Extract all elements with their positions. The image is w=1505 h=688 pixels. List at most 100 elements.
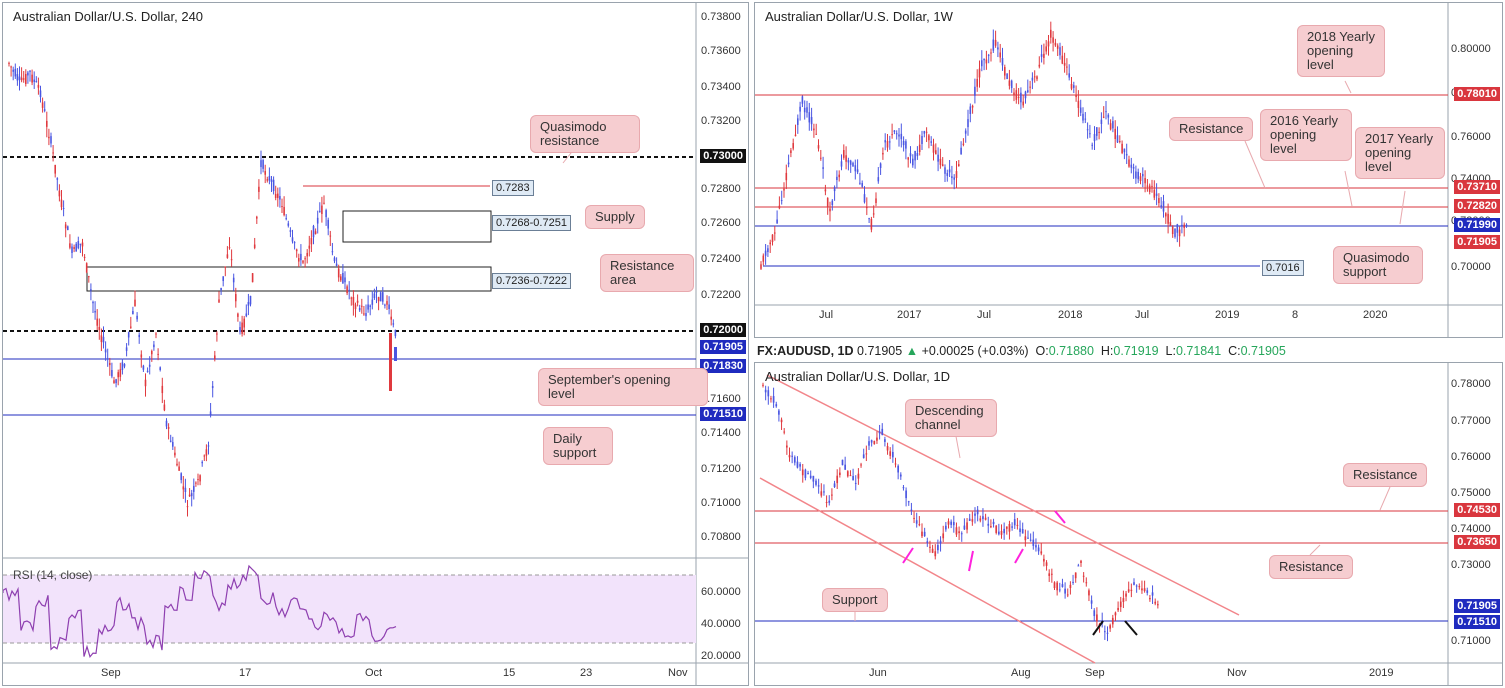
h4-y-tick: 0.72400 xyxy=(701,253,741,265)
h4-candle-body xyxy=(279,196,281,200)
h4-candle-body xyxy=(272,179,275,192)
w1-candle-body xyxy=(1144,178,1146,184)
w1-candle-body xyxy=(852,162,854,167)
d1-candle-body xyxy=(820,491,823,496)
w1-candle-body xyxy=(1001,58,1004,66)
w1-candle-body xyxy=(1171,226,1174,235)
h4-candle-body xyxy=(88,276,90,278)
d1-candle-body xyxy=(966,522,968,530)
w1-candle-body xyxy=(1031,77,1034,81)
d1-candle-body xyxy=(1151,592,1154,596)
h4-candle-body xyxy=(226,254,229,258)
h4-candle-body xyxy=(134,299,136,307)
h4-candle-body xyxy=(285,218,287,220)
h4-candle-body xyxy=(333,257,336,262)
d1-candle-body xyxy=(860,464,862,466)
h4-candle-body xyxy=(329,235,332,237)
d1-candle-body xyxy=(979,518,982,521)
w1-2016-yearly-annotation: 2016 Yearly opening level xyxy=(1260,109,1352,161)
w1-candle-body xyxy=(1089,133,1091,135)
h4-candle-body xyxy=(214,355,216,359)
h4-candle-body xyxy=(41,102,44,108)
d1-candle-body xyxy=(783,431,786,433)
d1-candle-body xyxy=(778,410,780,415)
h4-candle-body xyxy=(377,297,380,302)
w1-candle-body xyxy=(776,219,778,224)
w1-candle-body xyxy=(891,134,893,136)
h4-candle-body xyxy=(392,323,395,325)
h4-candle-body xyxy=(90,289,92,291)
d1-candle-body xyxy=(987,523,990,526)
w1-candle-body xyxy=(905,141,907,149)
w1-candle-body xyxy=(955,171,958,178)
w1-candle-body xyxy=(946,172,949,176)
d1-candle-body xyxy=(1109,625,1111,629)
h4-candle-body xyxy=(178,466,180,471)
d1-candle-body xyxy=(807,472,809,474)
h4-candle-body xyxy=(350,297,353,299)
w1-y-tick: 0.80000 xyxy=(1451,43,1491,55)
d1-candle-body xyxy=(849,475,852,477)
d1-candle-body xyxy=(876,437,878,441)
h4-y-tick: 0.71400 xyxy=(701,427,741,439)
h4-candle-body xyxy=(69,243,71,248)
w1-candle-body xyxy=(1107,114,1110,118)
w1-title: Australian Dollar/U.S. Dollar, 1W xyxy=(765,9,953,24)
d1-candle-body xyxy=(1066,594,1069,596)
h4-candle-body xyxy=(342,272,344,284)
h4-candle-body xyxy=(64,224,67,229)
d1-candle-body xyxy=(976,509,979,515)
d1-candle-body xyxy=(793,457,796,463)
d1-candle-body xyxy=(1045,562,1048,566)
h4-candle-body xyxy=(186,506,189,508)
w1-candle-body xyxy=(948,169,951,173)
d1-chart-panel[interactable]: Australian Dollar/U.S. Dollar, 1D 0.7800… xyxy=(754,362,1503,686)
w1-candle-body xyxy=(1114,128,1116,140)
d1-candle-body xyxy=(1157,604,1159,606)
d1-candle-body xyxy=(1133,582,1135,585)
h4-candle-body xyxy=(39,90,42,98)
d1-candle-body xyxy=(801,469,804,476)
h4-candle-body xyxy=(184,487,187,493)
w1-candle-body xyxy=(1086,129,1089,131)
w1-candle-body xyxy=(861,183,863,187)
d1-candle-body xyxy=(1125,593,1127,597)
h4-candle-body xyxy=(117,372,119,378)
h4-candle-body xyxy=(75,243,77,252)
h4-y-tick: 0.73400 xyxy=(701,81,741,93)
d1-channel-annotation: Descending channel xyxy=(905,399,997,437)
d1-y-tick: 0.75000 xyxy=(1451,487,1491,499)
w1-candle-body xyxy=(997,47,999,50)
d1-candle-body xyxy=(823,491,825,493)
d1-candle-body xyxy=(862,454,865,459)
w1-candle-body xyxy=(877,177,880,182)
d1-price-tag: 0.71905 xyxy=(1454,599,1500,613)
w1-candle-body xyxy=(939,158,942,165)
h4-candle-body xyxy=(222,276,224,282)
h4-candle-body xyxy=(115,379,117,384)
d1-open: 0.71880 xyxy=(1048,344,1094,358)
d1-candle-body xyxy=(1037,547,1040,552)
h4-candle-body xyxy=(207,445,210,447)
w1-chart-panel[interactable]: Australian Dollar/U.S. Dollar, 1W 0.8000… xyxy=(754,2,1503,338)
w1-candle-body xyxy=(1098,131,1100,133)
d1-y-tick: 0.78000 xyxy=(1451,378,1491,390)
d1-candle-body xyxy=(894,463,897,465)
h4-candle-body xyxy=(182,486,185,490)
h4-candle-body xyxy=(321,205,323,214)
d1-candle-body xyxy=(923,531,926,537)
d1-candle-body xyxy=(942,533,945,539)
h4-candle-body xyxy=(371,299,374,305)
h4-candle-body xyxy=(209,411,212,415)
d1-x-tick: Jun xyxy=(869,667,887,679)
w1-candle-body xyxy=(831,200,834,206)
h4-candle-body xyxy=(94,310,96,313)
w1-candle-body xyxy=(1084,118,1087,120)
d1-candle-body xyxy=(1000,530,1003,535)
w1-candle-body xyxy=(1167,213,1169,224)
d1-candle-body xyxy=(1032,539,1035,546)
h4-candle-body xyxy=(319,210,321,212)
h4-chart-panel[interactable]: Australian Dollar/U.S. Dollar, 240 0.738… xyxy=(2,2,749,686)
h4-x-tick: 23 xyxy=(580,667,593,679)
d1-candle-body xyxy=(788,455,791,458)
